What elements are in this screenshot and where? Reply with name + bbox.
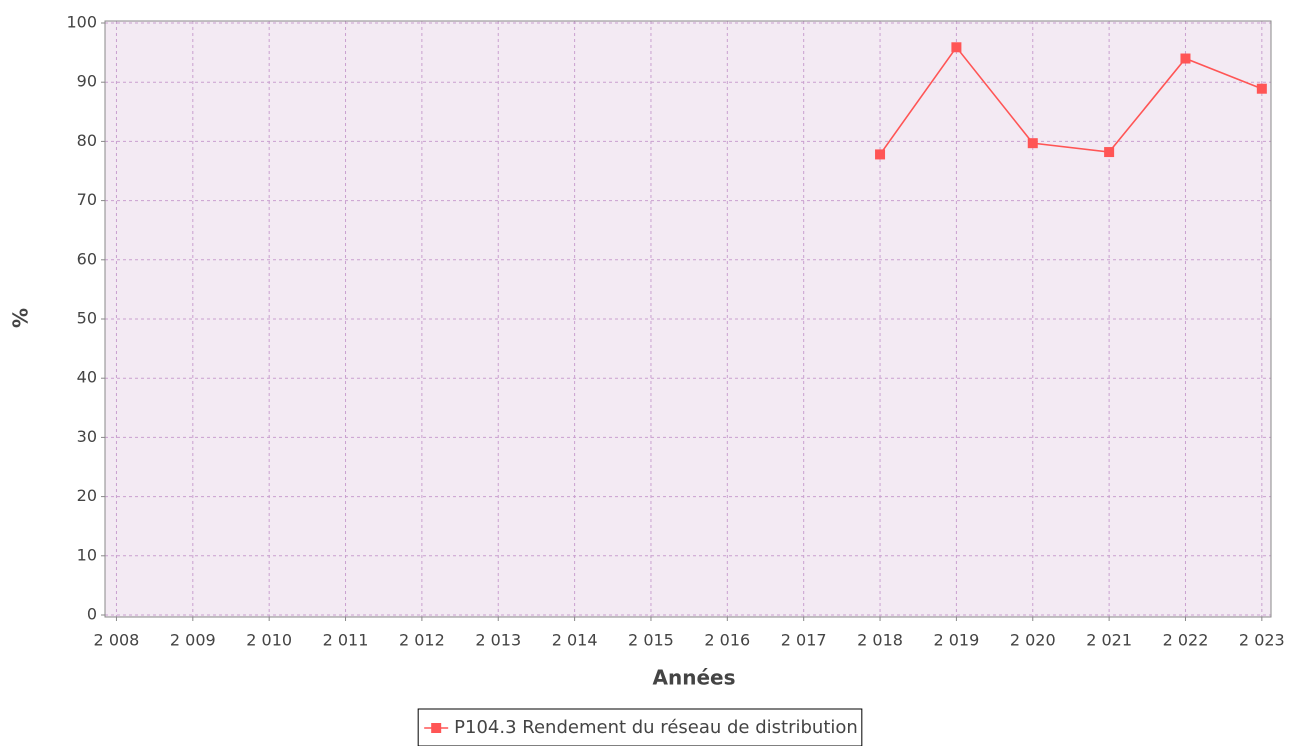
y-axis-label: % (9, 308, 33, 328)
x-tick-label: 2 021 (1086, 631, 1132, 650)
x-tick-label: 2 012 (399, 631, 445, 650)
y-tick-label: 100 (66, 13, 97, 32)
y-tick-label: 50 (77, 309, 97, 328)
x-tick-label: 2 018 (857, 631, 903, 650)
y-tick-label: 10 (77, 545, 97, 564)
x-tick-label: 2 017 (781, 631, 827, 650)
line (879, 45, 1263, 155)
y-tick-label: 60 (77, 249, 97, 268)
x-tick-label: 2 008 (94, 631, 140, 650)
point (1256, 83, 1267, 94)
point (1027, 138, 1038, 149)
x-tick-label: 2 019 (933, 631, 979, 650)
x-tick-label: 2 022 (1163, 631, 1209, 650)
point (1104, 147, 1115, 158)
x-axis-label: Années (653, 666, 736, 690)
y-tick-label: 70 (77, 190, 97, 209)
x-tick-label: 2 009 (170, 631, 216, 650)
point (875, 149, 886, 160)
legend-swatch (431, 723, 442, 733)
x-tick-label: 2 020 (1010, 631, 1056, 650)
legend-box (417, 708, 863, 746)
y-tick-label: 30 (77, 427, 97, 446)
plot-frame (104, 20, 1272, 618)
y-tick-label: 80 (77, 131, 97, 150)
y-tick-label: 40 (77, 368, 97, 387)
y-tick-label: 20 (77, 486, 97, 505)
x-tick-label: 2 010 (246, 631, 292, 650)
legend-label: P104.3 Rendement du réseau de distributi… (454, 717, 858, 738)
x-tick-label: 2 014 (552, 631, 598, 650)
legend: P104.3 Rendement du réseau de distributi… (417, 708, 863, 746)
point (1180, 53, 1191, 64)
x-tick-label: 2 023 (1239, 631, 1285, 650)
x-tick-label: 2 015 (628, 631, 674, 650)
x-tick-label: 2 016 (704, 631, 750, 650)
point (951, 42, 962, 53)
x-tick-label: 2 013 (475, 631, 521, 650)
y-tick-label: 0 (87, 605, 97, 624)
y-tick-label: 90 (77, 72, 97, 91)
x-tick-label: 2 011 (323, 631, 369, 650)
